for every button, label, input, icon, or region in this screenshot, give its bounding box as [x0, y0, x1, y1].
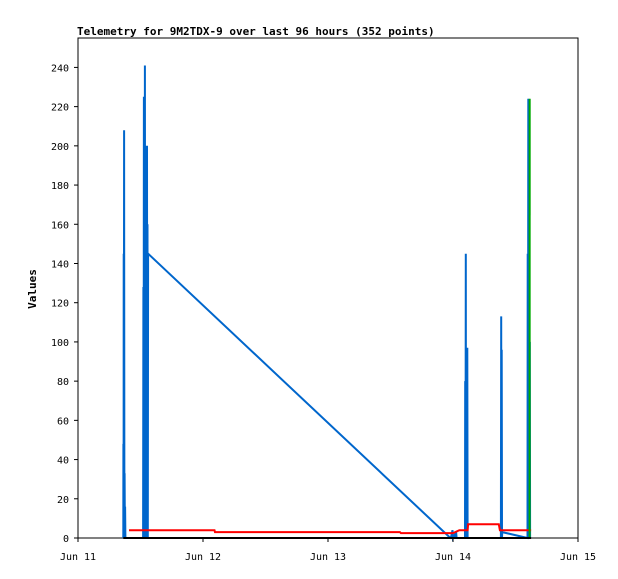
x-tick-label: Jun 15 [560, 552, 596, 563]
y-tick-label: 120 [51, 299, 69, 310]
y-tick-label: 140 [51, 259, 69, 270]
y-tick-label: 220 [51, 103, 69, 114]
chart-title: Telemetry for 9M2TDX-9 over last 96 hour… [77, 25, 435, 38]
x-tick-label: Jun 13 [310, 552, 346, 563]
x-tick-label: Jun 14 [435, 552, 471, 563]
y-tick-label: 80 [57, 377, 69, 388]
plot-frame [77, 37, 579, 539]
y-tick-label: 60 [57, 416, 69, 427]
y-tick-label: 200 [51, 142, 69, 153]
y-tick-label: 160 [51, 220, 69, 231]
y-tick-label: 240 [51, 63, 69, 74]
series-line-1 [122, 65, 532, 542]
y-axis-ticks: 0 20 40 60 80 100 120 140 160 180 200 220 240 [51, 63, 78, 545]
x-tick-label: Jun 12 [185, 552, 221, 563]
y-tick-label: 0 [63, 534, 69, 545]
y-axis-label: Values [26, 269, 39, 309]
x-axis-ticks: Jun 11 Jun 12 Jun 13 Jun 14 Jun 15 [60, 538, 596, 563]
y-tick-label: 20 [57, 495, 69, 506]
y-tick-label: 180 [51, 181, 69, 192]
y-tick-label: 40 [57, 456, 69, 467]
series-layer [122, 65, 532, 542]
y-tick-label: 100 [51, 338, 69, 349]
x-tick-label: Jun 11 [60, 552, 96, 563]
series-line-2 [129, 523, 532, 535]
